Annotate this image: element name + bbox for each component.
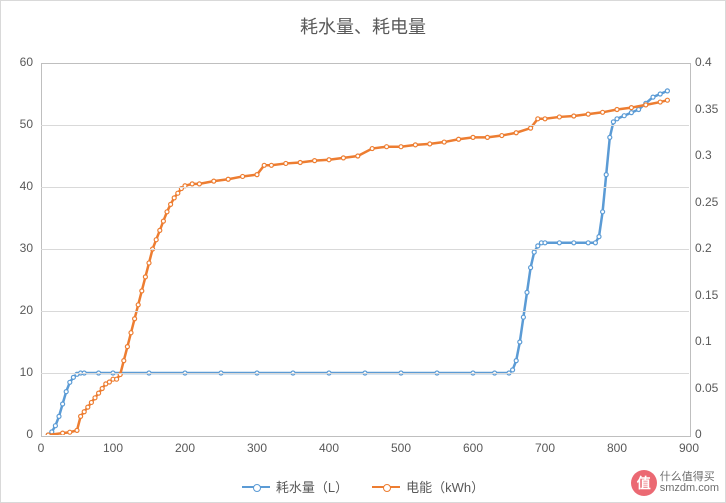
watermark: 值 什么值得买 smzdm.com [631, 470, 719, 496]
watermark-text2: smzdm.com [660, 483, 719, 494]
chart-container: 耗水量、耗电量 耗水量（L） 电能（kWh） 值 什么值得买 smzdm.com… [0, 0, 726, 503]
legend-label-water: 耗水量（L） [276, 477, 348, 496]
legend-item-water: 耗水量（L） [242, 477, 348, 496]
legend-label-energy: 电能（kWh） [406, 477, 484, 496]
legend: 耗水量（L） 电能（kWh） [1, 477, 725, 496]
legend-item-energy: 电能（kWh） [372, 477, 484, 496]
chart-svg [1, 1, 726, 503]
watermark-icon: 值 [631, 470, 657, 496]
